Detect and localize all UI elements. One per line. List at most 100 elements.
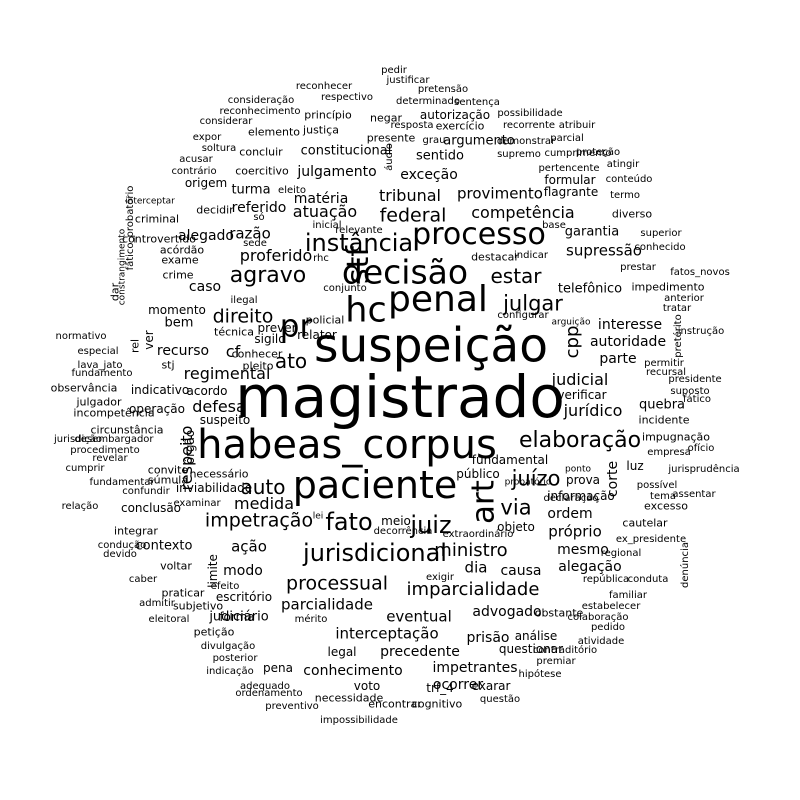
cloud-word: criminal	[134, 212, 180, 226]
cloud-word: configurar	[497, 310, 549, 321]
cloud-word: possibilidade	[497, 108, 563, 119]
cloud-word: causa	[500, 563, 542, 579]
cloud-word: tema	[650, 491, 676, 502]
cloud-word: julgador	[76, 395, 122, 409]
cloud-word: conhecido	[634, 242, 686, 253]
cloud-word: devido	[103, 549, 137, 560]
cloud-word: instância	[304, 229, 414, 257]
cloud-word: autorização	[419, 108, 491, 122]
cloud-word: verificar	[557, 388, 607, 402]
cloud-word: exigir	[426, 572, 454, 583]
cloud-word: questão	[479, 694, 521, 705]
cloud-word: cognitivo	[411, 697, 463, 711]
cloud-word: impetrantes	[432, 660, 518, 676]
cloud-word: ver	[142, 330, 156, 350]
cloud-word: elemento	[247, 125, 301, 139]
cloud-word: colaboração	[567, 612, 629, 623]
cloud-word: exarar	[471, 679, 511, 693]
cloud-word: atuação	[292, 202, 358, 221]
cloud-word: cautelar	[622, 516, 668, 530]
cloud-word: turma	[231, 182, 271, 198]
cloud-word: paciente	[292, 463, 458, 507]
cloud-word: desembargador	[74, 434, 154, 445]
cloud-word: necessidade	[314, 691, 384, 705]
cloud-word: dia	[464, 558, 488, 577]
cloud-word: premiar	[536, 656, 576, 667]
cloud-word: grau	[422, 135, 446, 146]
cloud-word: processual	[286, 572, 388, 595]
cloud-word: relevante	[335, 225, 383, 236]
cloud-word: sede	[243, 238, 267, 249]
cloud-word: ato	[274, 349, 308, 373]
cloud-word: fatos_novos	[670, 267, 730, 278]
cloud-word: cumprimento	[544, 148, 612, 159]
cloud-word: parcialidade	[281, 595, 373, 614]
cloud-word: medida	[234, 494, 294, 513]
cloud-word: matéria	[293, 191, 349, 207]
cloud-word: lei	[312, 511, 324, 522]
cloud-word: magistrado	[235, 363, 565, 431]
cloud-word: parcial	[550, 133, 584, 144]
cloud-word: art	[465, 480, 502, 524]
cloud-word: excesso	[644, 499, 688, 513]
cloud-word: judiciário	[209, 609, 269, 625]
cloud-word: normativo	[55, 331, 107, 342]
cloud-word: suposto	[670, 386, 710, 397]
cloud-word: suspeito	[199, 413, 251, 427]
cloud-word: determinado	[396, 96, 460, 107]
cloud-word: federal	[379, 204, 447, 227]
cloud-word: sentido	[416, 148, 464, 164]
cloud-word: impedimento	[631, 280, 705, 294]
cloud-word: eleito	[278, 185, 306, 196]
cloud-word: respectivo	[321, 92, 373, 103]
cloud-word: condução	[97, 540, 147, 551]
cloud-word: fundamentar	[89, 477, 155, 488]
cloud-word: probatório	[504, 477, 552, 488]
cloud-word: coercitivo	[235, 164, 289, 178]
cloud-word: incompetência	[73, 406, 155, 420]
cloud-word: resposta	[390, 120, 434, 131]
cloud-word: ordem	[547, 506, 593, 522]
cloud-word: súmula	[147, 473, 189, 487]
cloud-word: defesa	[192, 397, 246, 416]
cloud-word: observância	[50, 381, 118, 395]
cloud-word: justiça	[303, 123, 339, 137]
cloud-word: escritório	[215, 590, 273, 604]
cloud-word: encontrar	[368, 697, 422, 711]
cloud-word: imparcialidade	[406, 579, 540, 600]
cloud-word: arguição	[551, 317, 591, 328]
cloud-word: juiz	[410, 511, 452, 539]
cloud-word: razão	[229, 224, 271, 243]
cloud-word: pena	[263, 661, 293, 675]
cloud-word: relator	[297, 328, 337, 342]
cloud-word: quebra	[638, 397, 686, 413]
cloud-word: autoridade	[589, 334, 667, 350]
cloud-word: atingir	[606, 159, 640, 170]
cloud-word: incidente	[638, 413, 690, 427]
cloud-word: demonstrar	[496, 136, 556, 147]
cloud-word: constitucional	[300, 143, 392, 159]
cloud-word: análise	[514, 629, 558, 643]
cloud-word: processo	[412, 217, 546, 252]
cloud-word: policial	[305, 313, 345, 327]
cloud-word: flagrante	[543, 185, 599, 199]
cloud-word: conduta	[627, 574, 669, 585]
cloud-word: público	[456, 467, 500, 481]
cloud-word: decisão	[341, 252, 469, 292]
cloud-word: interceptação	[335, 624, 439, 643]
cloud-word: pretensão	[417, 84, 469, 95]
cloud-word: fundamental	[471, 453, 549, 467]
cloud-word: julgamento	[297, 164, 377, 180]
cloud-word: eleitoral	[148, 614, 190, 625]
cloud-word: elaboração	[518, 428, 642, 453]
cloud-word: superior	[640, 228, 682, 239]
cloud-word: acórdão	[159, 243, 205, 257]
cloud-word: tratar	[662, 303, 692, 314]
cloud-word: pedido	[590, 622, 626, 633]
cloud-word: telefônico	[557, 281, 623, 297]
cloud-word: revelar	[92, 453, 128, 464]
cloud-word: jurisprudência	[668, 464, 740, 475]
cloud-word: ocorrer	[432, 677, 484, 693]
cloud-word: modo	[223, 563, 263, 579]
cloud-word: ordenamento	[235, 688, 303, 699]
